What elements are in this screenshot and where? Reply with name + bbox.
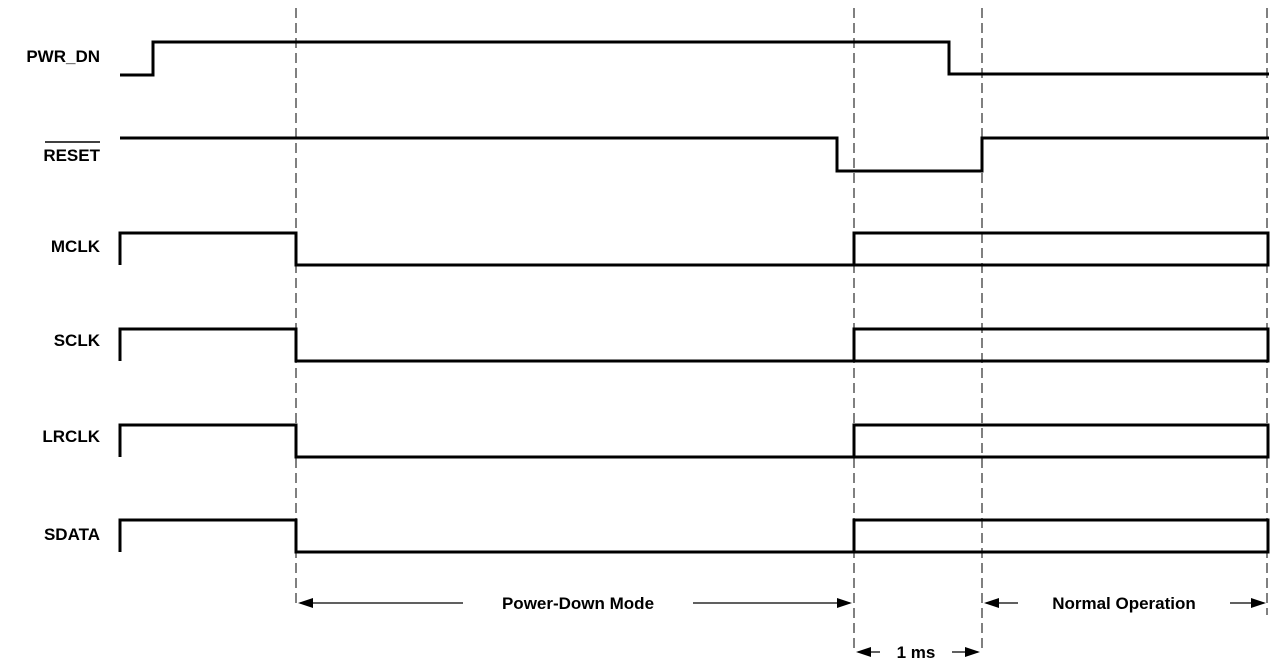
- waveform-sdata: [118, 518, 1270, 554]
- normal-operation-span-arrow: [984, 598, 1266, 608]
- waveform-mclk: [118, 231, 1270, 267]
- waveform-lrclk: [118, 423, 1270, 459]
- label-sdata: SDATA: [44, 525, 100, 544]
- waveform-reset: [120, 136, 1269, 173]
- arrowhead-right-icon: [1251, 598, 1266, 608]
- arrowhead-left-icon: [856, 647, 871, 657]
- label-mclk: MCLK: [51, 237, 101, 256]
- arrowhead-right-icon: [965, 647, 980, 657]
- label-lrclk: LRCLK: [42, 427, 100, 446]
- arrowhead-left-icon: [984, 598, 999, 608]
- delay-1ms-label: 1 ms: [897, 643, 936, 662]
- label-pwr-dn: PWR_DN: [26, 47, 100, 66]
- arrowhead-right-icon: [837, 598, 852, 608]
- label-reset: RESET: [43, 146, 100, 165]
- arrowhead-left-icon: [298, 598, 313, 608]
- normal-operation-label: Normal Operation: [1052, 594, 1196, 613]
- waveform-sclk: [118, 327, 1270, 363]
- label-sclk: SCLK: [54, 331, 101, 350]
- waveform-pwr-dn: [120, 40, 1269, 77]
- power-down-span-arrow: [298, 598, 852, 608]
- delay-span-arrow: [856, 647, 980, 657]
- power-down-mode-label: Power-Down Mode: [502, 594, 654, 613]
